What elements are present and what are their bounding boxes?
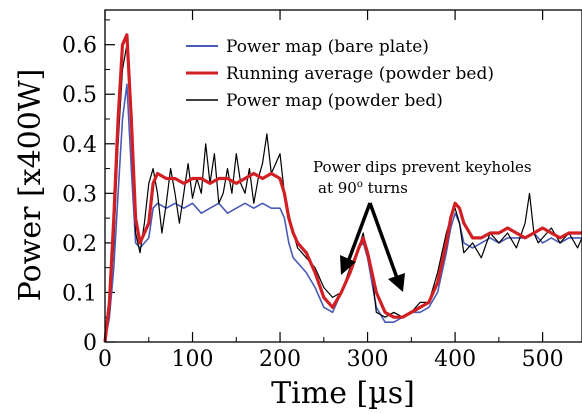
- y-tick-label: 0.4: [62, 133, 97, 158]
- annotation-arrowhead-left: [340, 255, 356, 275]
- plot-frame: [104, 9, 582, 343]
- legend: Power map (bare plate) Running average (…: [186, 37, 494, 111]
- x-axis-title: Time [µs]: [271, 376, 415, 411]
- annotation-arrow-right: [368, 202, 399, 279]
- x-tick-label: 0: [98, 347, 112, 372]
- annotation-arrowhead-right: [388, 273, 405, 292]
- x-tick-label: 200: [259, 347, 301, 372]
- y-tick-label: 0.2: [62, 232, 97, 257]
- annotation-line-2: at 90o turns: [318, 179, 408, 197]
- x-tick-label: 500: [522, 347, 564, 372]
- annotation-line-2-suffix: turns: [363, 179, 408, 197]
- y-tick-label: 0.5: [62, 83, 97, 108]
- annotation: Power dips prevent keyholes at 90o turns: [313, 158, 532, 292]
- legend-label-bare-plate: Power map (bare plate): [226, 37, 429, 57]
- y-tick-label: 0.6: [62, 34, 97, 59]
- x-tick-label: 300: [347, 347, 389, 372]
- series-line-bare-plate: [104, 83, 582, 343]
- x-tick-label: 400: [434, 347, 476, 372]
- annotation-line-1: Power dips prevent keyholes: [313, 158, 532, 176]
- annotation-line-2-sup: o: [357, 179, 363, 190]
- y-axis-title: Power [x400W]: [13, 69, 48, 302]
- y-tick-label: 0.3: [62, 182, 97, 207]
- annotation-arrow-left: [346, 202, 372, 263]
- legend-label-running-average: Running average (powder bed): [226, 64, 494, 84]
- x-tick-label: 100: [172, 347, 214, 372]
- y-tick-label: 0: [83, 331, 97, 356]
- y-tick-label: 0.1: [62, 281, 97, 306]
- annotation-line-2-prefix: at 90: [318, 179, 357, 197]
- series-line-running-average: [103, 33, 582, 343]
- legend-label-powder-bed: Power map (powder bed): [226, 91, 443, 111]
